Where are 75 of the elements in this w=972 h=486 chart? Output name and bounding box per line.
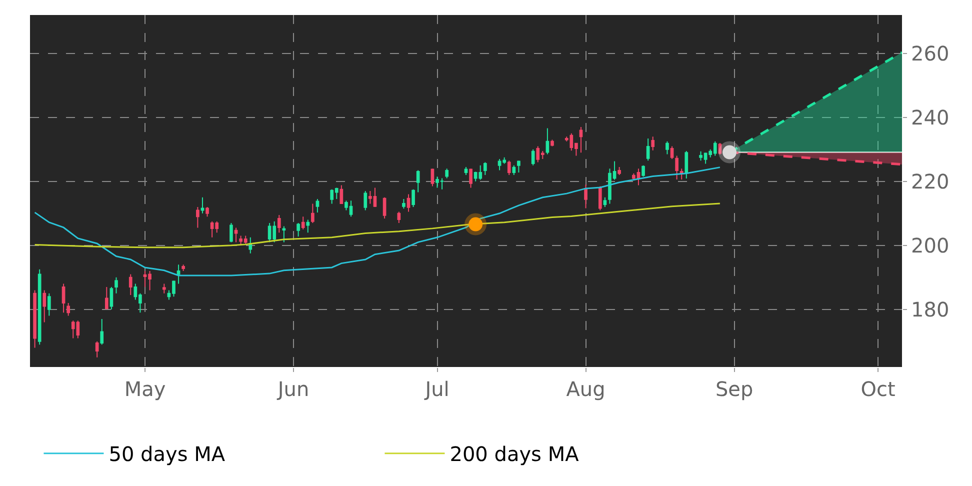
candlestick: [47, 292, 51, 316]
candlestick: [430, 168, 434, 187]
candlestick: [646, 138, 650, 162]
candlestick: [311, 203, 314, 224]
candlestick: [277, 214, 281, 234]
candlestick: [316, 198, 320, 213]
candlestick: [584, 184, 588, 209]
candlestick: [234, 227, 238, 243]
candlestick: [95, 340, 99, 358]
candlestick: [512, 164, 516, 176]
x-tick-label: Oct: [860, 377, 896, 401]
candlestick: [162, 283, 166, 294]
candlestick: [176, 264, 180, 284]
candlestick: [546, 128, 550, 155]
x-tick-label: Sep: [715, 377, 754, 401]
candlestick: [618, 166, 621, 176]
candlestick: [382, 196, 386, 220]
y-tick-label: 260: [911, 41, 950, 66]
candlestick: [507, 160, 511, 176]
candlestick: [579, 126, 583, 154]
candlestick: [651, 136, 655, 151]
candlestick: [66, 302, 70, 316]
candlestick: [282, 226, 286, 243]
candlestick: [196, 206, 200, 228]
candlestick: [104, 286, 108, 310]
candlestick: [412, 188, 415, 208]
candlestick: [42, 290, 46, 323]
candlestick: [684, 150, 688, 180]
candlestick: [603, 196, 607, 208]
candlestick: [38, 268, 42, 346]
candlestick: [666, 140, 669, 155]
candlestick: [110, 286, 114, 310]
candlestick: [642, 164, 645, 178]
candlestick: [531, 148, 535, 166]
x-tick-label: Aug: [566, 377, 606, 401]
candlestick: [340, 184, 344, 204]
candlestick: [445, 168, 449, 179]
candlestick: [670, 146, 674, 160]
candlestick: [306, 219, 310, 234]
x-tick-label: Jul: [423, 377, 450, 401]
candlestick: [517, 160, 520, 173]
candlestick: [100, 318, 104, 346]
candlestick: [364, 190, 368, 211]
line-series: [34, 202, 721, 248]
candlestick: [675, 155, 678, 180]
candlestick: [248, 236, 252, 254]
candlestick: [680, 168, 684, 180]
candlestick: [416, 170, 420, 193]
candlestick: [206, 206, 209, 218]
candlestick: [406, 194, 410, 212]
y-tick-label: 220: [911, 169, 950, 194]
candlestick: [301, 216, 305, 230]
y-tick-label: 200: [911, 233, 950, 258]
x-tick-label: Jun: [276, 377, 310, 401]
candlestick: [402, 198, 406, 210]
candlestick: [397, 211, 401, 224]
candlestick: [230, 222, 233, 243]
legend-label: 200 days MA: [450, 442, 580, 466]
candlestick: [33, 290, 36, 348]
x-tick-label: May: [124, 377, 166, 401]
y-tick-label: 240: [911, 105, 950, 130]
candlestick: [200, 196, 204, 214]
candlestick: [469, 168, 472, 188]
legend-label: 50 days MA: [108, 442, 226, 466]
line-series: [34, 166, 721, 276]
candlestick: [296, 222, 300, 237]
candlestick: [182, 264, 185, 272]
candlestick: [62, 283, 66, 314]
candlestick: [114, 276, 118, 294]
candlestick: [550, 139, 554, 147]
candlestick: [128, 274, 132, 296]
candlestick: [464, 166, 468, 176]
y-tick-label: 180: [911, 297, 950, 322]
candlestick: [483, 162, 487, 176]
candlestick: [598, 186, 602, 211]
